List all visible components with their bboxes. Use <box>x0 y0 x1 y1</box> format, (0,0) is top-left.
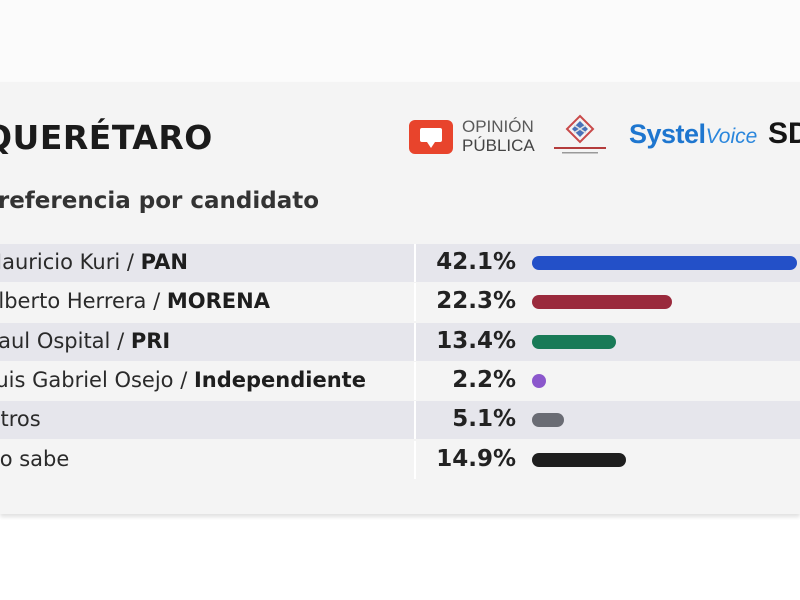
candidate-name: Mauricio Kuri / PAN <box>0 250 188 274</box>
top-background <box>0 0 800 82</box>
systel-voice-logo: SystelVoice <box>629 119 758 149</box>
candidate-row: Otros 5.1% <box>0 401 800 440</box>
party-separator: / <box>110 328 131 353</box>
percentage-label: 14.9% <box>436 445 516 472</box>
candidate-name-text: Otros <box>0 407 41 432</box>
candidate-row: No sabe 14.9% <box>0 440 800 479</box>
state-title: QUERÉTARO <box>0 118 213 157</box>
bottom-background <box>0 520 800 600</box>
party-name: Independiente <box>193 367 366 392</box>
column-divider <box>414 283 416 322</box>
percentage-label: 22.3% <box>436 288 516 315</box>
candidate-row: Luis Gabriel Osejo / Independiente 2.2% <box>0 361 800 400</box>
candidate-name: Luis Gabriel Osejo / Independiente <box>0 368 366 392</box>
percentage-bar <box>532 334 617 349</box>
chart-subtitle: Preferencia por candidato <box>0 188 320 214</box>
candidate-name: Otros <box>0 407 41 431</box>
institution-seal-logo <box>548 113 612 157</box>
percentage-bar <box>532 295 673 310</box>
percentage-label: 13.4% <box>436 327 516 354</box>
candidate-row: Raul Ospital / PRI 13.4% <box>0 322 800 361</box>
candidate-name: Raul Ospital / PRI <box>0 329 170 353</box>
column-divider <box>414 244 416 282</box>
candidate-name-text: No sabe <box>0 446 70 471</box>
candidate-name-text: Mauricio Kuri <box>0 250 121 274</box>
opinion-publica-logo-text: OPINIÓN PÚBLICA <box>462 117 535 155</box>
column-divider <box>414 361 416 400</box>
percentage-label: 2.2% <box>452 366 516 393</box>
candidate-row: Mauricio Kuri / PAN 42.1% <box>0 244 800 282</box>
candidate-name-text: Alberto Herrera <box>0 289 147 314</box>
column-divider <box>414 440 416 479</box>
percentage-label: 5.1% <box>452 406 516 433</box>
candidate-name: No sabe <box>0 447 69 471</box>
opinion-publica-logo-icon <box>409 120 453 156</box>
party-separator: / <box>173 367 194 392</box>
percentage-bar <box>532 256 798 270</box>
candidate-name-text: Raul Ospital <box>0 328 111 353</box>
percentage-bar <box>532 452 626 467</box>
candidate-name-text: Luis Gabriel Osejo <box>0 367 174 392</box>
party-separator: / <box>146 289 167 314</box>
party-name: PRI <box>130 328 171 353</box>
percentage-bar <box>532 413 565 428</box>
party-name: PAN <box>140 250 188 274</box>
candidate-row: Alberto Herrera / MORENA 22.3% <box>0 283 800 322</box>
column-divider <box>414 322 416 361</box>
percentage-bar <box>532 373 546 388</box>
party-name: MORENA <box>166 289 270 314</box>
percentage-label: 42.1% <box>436 249 516 275</box>
party-separator: / <box>120 250 141 274</box>
candidate-name: Alberto Herrera / MORENA <box>0 289 270 313</box>
poll-card: Mauricio Kuri / PAN 42.1% Alberto Herrera … <box>0 82 800 514</box>
sd-logo: SD <box>768 117 800 150</box>
column-divider <box>414 401 416 440</box>
